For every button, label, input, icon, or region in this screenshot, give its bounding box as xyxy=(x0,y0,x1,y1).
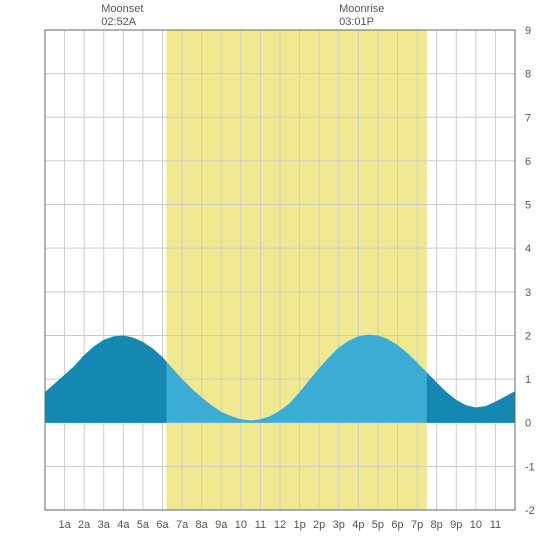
y-tick-label: 0 xyxy=(525,418,531,430)
y-tick-label: 8 xyxy=(525,69,531,81)
moonset-time: 02:52A xyxy=(101,16,137,28)
x-tick-label: 11 xyxy=(255,519,266,531)
y-tick-label: 1 xyxy=(525,374,531,386)
moonset-label: Moonset xyxy=(101,3,143,15)
x-tick-label: 4a xyxy=(117,519,130,531)
x-tick-label: 5a xyxy=(137,519,150,531)
tide-chart: 1a2a3a4a5a6a7a8a9a1011121p2p3p4p5p6p7p8p… xyxy=(0,0,550,550)
x-tick-label: 9a xyxy=(215,519,228,531)
x-tick-label: 3a xyxy=(98,519,111,531)
y-tick-label: 2 xyxy=(525,330,531,342)
x-tick-label: 3p xyxy=(333,519,345,531)
x-tick-label: 8a xyxy=(196,519,209,531)
x-tick-label: 7p xyxy=(411,519,423,531)
y-tick-label: 5 xyxy=(525,200,531,212)
x-tick-label: 1a xyxy=(58,519,71,531)
y-tick-label: 3 xyxy=(525,287,531,299)
x-tick-label: 5p xyxy=(372,519,384,531)
y-tick-label: -2 xyxy=(525,505,535,517)
y-tick-label: 9 xyxy=(525,25,531,37)
x-tick-label: 8p xyxy=(431,519,443,531)
moonrise-time: 03:01P xyxy=(339,16,374,28)
x-tick-label: 4p xyxy=(352,519,364,531)
x-tick-label: 10 xyxy=(235,519,247,531)
chart-canvas: 1a2a3a4a5a6a7a8a9a1011121p2p3p4p5p6p7p8p… xyxy=(0,0,550,550)
x-tick-label: 10 xyxy=(470,519,482,531)
moonrise-label: Moonrise xyxy=(339,3,384,15)
x-tick-label: 6a xyxy=(156,519,169,531)
x-tick-label: 2a xyxy=(78,519,91,531)
y-tick-label: 6 xyxy=(525,156,531,168)
y-tick-label: -1 xyxy=(525,461,535,473)
x-tick-label: 7a xyxy=(176,519,189,531)
x-tick-label: 9p xyxy=(450,519,462,531)
y-tick-label: 4 xyxy=(525,243,531,255)
x-tick-label: 11 xyxy=(490,519,501,531)
y-tick-label: 7 xyxy=(525,112,531,124)
x-tick-label: 12 xyxy=(274,519,286,531)
x-tick-label: 6p xyxy=(391,519,403,531)
x-tick-label: 1p xyxy=(293,519,305,531)
x-tick-label: 2p xyxy=(313,519,325,531)
